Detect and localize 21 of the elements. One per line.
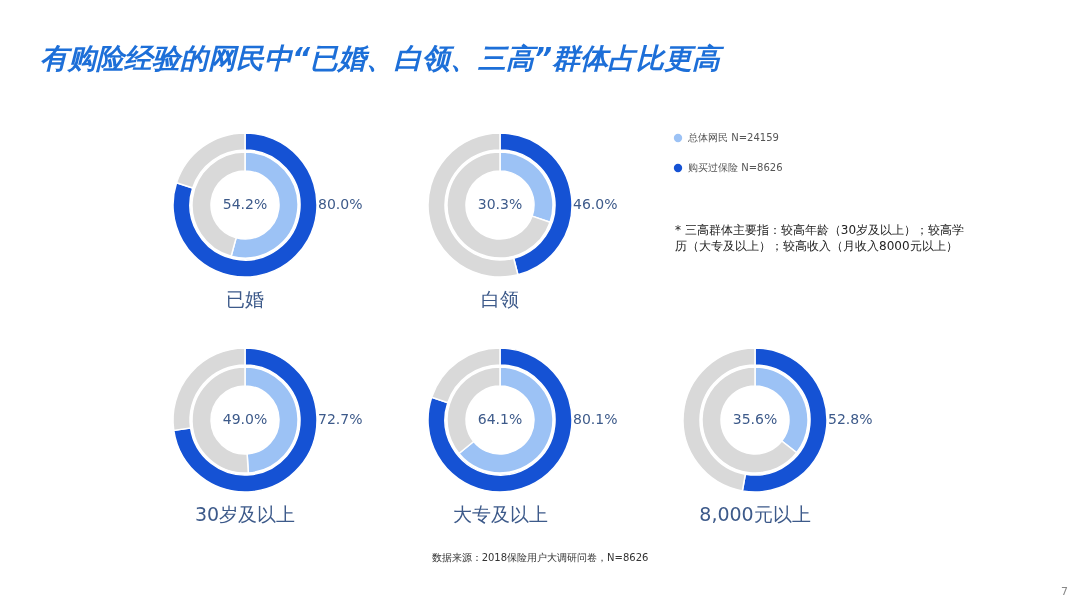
text: 7 <box>1061 585 1068 598</box>
data-label: 54.2% <box>222 196 268 212</box>
data-label: 80.0% <box>318 196 363 212</box>
data-label: 35.6% <box>732 411 778 427</box>
legend-label: 购买过保险 N=8626 <box>688 162 783 173</box>
data-label: 49.0% <box>222 411 268 427</box>
data-label: 46.0% <box>573 196 618 212</box>
text: 已婚 <box>226 288 264 310</box>
data-label: 64.1% <box>477 411 523 427</box>
legend-label: 总体网民 N=24159 <box>687 132 779 143</box>
data-label: 52.8% <box>828 411 873 427</box>
data-label: 80.1% <box>573 411 618 427</box>
data-label: 30.3% <box>477 196 523 212</box>
text: 8,000元以上 <box>699 503 811 525</box>
text: 大专及以上 <box>452 503 548 525</box>
text: 30岁及以上 <box>194 503 296 525</box>
source-note: 数据来源：2018保险用户大调研问卷，N=8626 <box>431 552 649 563</box>
text: * 三高群体主要指：较高年龄（30岁及以上）；较高学历（大专及以上）；较高收入（月收入8000元以上） <box>675 223 965 253</box>
data-label: 72.7% <box>318 411 363 427</box>
text: 白领 <box>481 288 519 310</box>
text: 有购险经验的网民中“已婚、白领、三高”群体占比更高 <box>40 42 726 75</box>
